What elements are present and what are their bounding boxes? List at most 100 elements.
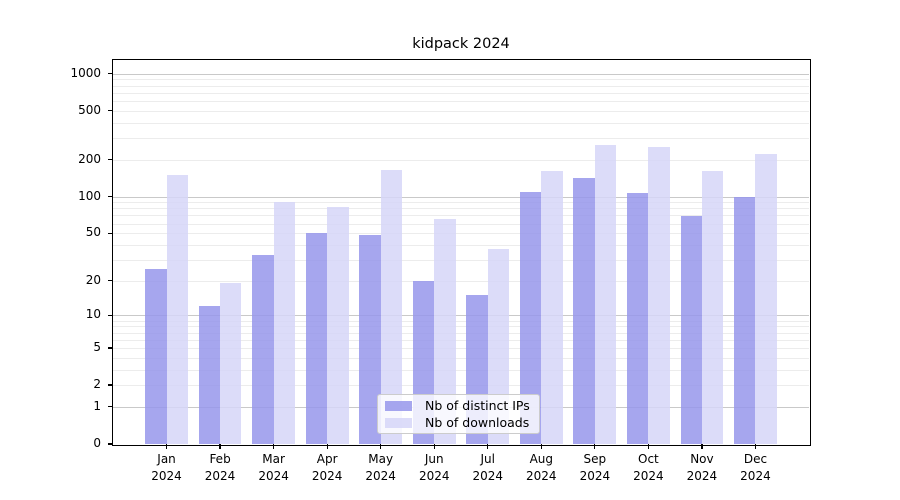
x-tick-label: Mar 2024 [244, 451, 304, 484]
legend-label-distinct-ips: Nb of distinct IPs [425, 398, 530, 413]
x-tick-label-line: 2024 [579, 468, 611, 483]
gridline-minor [113, 320, 809, 322]
x-tick-label-line: Sep [583, 452, 607, 466]
gridline-minor [113, 159, 809, 161]
x-tick-label-line: Apr [316, 452, 338, 466]
bar-nb-of-downloads-mar-2024 [273, 201, 296, 444]
x-tick-label-line: 2024 [686, 468, 718, 483]
gridline-minor [113, 259, 809, 261]
y-tick-label: 1000 [70, 65, 101, 80]
bar-nb-of-downloads-apr-2024 [327, 207, 349, 444]
bar-nb-of-distinct-ips-oct-2024 [626, 192, 649, 444]
bar-nb-of-distinct-ips-mar-2024 [252, 254, 274, 444]
bar-nb-of-distinct-ips-aug-2024 [519, 191, 542, 444]
plot-border [111, 58, 811, 446]
legend-swatch-distinct-ips [385, 400, 412, 411]
x-tick-label: Nov 2024 [672, 451, 732, 484]
legend: Nb of distinct IPs Nb of downloads [377, 394, 540, 434]
gridline-minor [113, 92, 809, 94]
gridline-minor [113, 347, 809, 349]
y-tick-mark [107, 406, 113, 408]
y-tick-label: 5 [93, 339, 101, 354]
bar-nb-of-distinct-ips-dec-2024 [734, 196, 756, 444]
gridline-minor [113, 122, 809, 124]
x-tick-label: Apr 2024 [297, 451, 357, 484]
x-tick-label-line: 2024 [472, 468, 504, 483]
gridline-minor [113, 332, 809, 334]
x-tick-label-line: Jan [157, 452, 176, 466]
gridline-minor [113, 138, 809, 140]
legend-label-downloads: Nb of downloads [425, 415, 530, 430]
y-tick-label: 50 [85, 225, 101, 240]
x-tick-mark [219, 444, 221, 449]
gridline-minor [113, 357, 809, 359]
x-tick-label: Dec 2024 [725, 451, 785, 484]
gridline-minor [113, 326, 809, 328]
y-tick-mark [107, 443, 113, 445]
gridline-minor [113, 233, 809, 235]
x-tick-label-line: Oct [638, 452, 659, 466]
gridline-minor [113, 79, 809, 81]
gridline-minor [113, 202, 809, 204]
x-tick-label: Jan 2024 [137, 451, 197, 484]
bar-nb-of-downloads-dec-2024 [755, 153, 777, 444]
bar-nb-of-downloads-aug-2024 [541, 170, 563, 444]
y-tick-label: 2 [93, 377, 101, 392]
y-tick-label: 200 [78, 151, 101, 166]
x-tick-label-line: 2024 [740, 468, 771, 483]
gridline-minor [113, 244, 809, 246]
x-tick-label: Feb 2024 [190, 451, 250, 484]
x-tick-label: Jun 2024 [404, 451, 464, 484]
legend-swatch-downloads [385, 417, 412, 428]
y-tick-mark [107, 110, 113, 112]
x-tick-label: Oct 2024 [618, 451, 678, 484]
bar-nb-of-distinct-ips-jan-2024 [145, 269, 167, 444]
x-tick-mark [647, 444, 650, 449]
bar-nb-of-downloads-jan-2024 [166, 175, 188, 444]
x-tick-label-line: 2024 [151, 468, 182, 483]
plot-area [113, 60, 809, 444]
gridline-minor [113, 208, 809, 210]
x-tick-label-line: Nov [690, 452, 714, 466]
bar-nb-of-distinct-ips-may-2024 [359, 235, 381, 444]
y-tick-mark [107, 384, 113, 386]
y-tick-mark [107, 280, 113, 282]
x-tick-mark [540, 444, 542, 449]
bar-nb-of-distinct-ips-apr-2024 [305, 233, 328, 444]
x-tick-label-line: Jul [480, 452, 495, 466]
x-tick-label-line: 2024 [418, 468, 450, 483]
x-tick-label-line: 2024 [311, 468, 343, 483]
y-tick-mark [107, 72, 113, 75]
x-tick-label-line: Dec [743, 452, 768, 466]
x-tick-label-line: 2024 [258, 468, 289, 483]
bar-nb-of-downloads-may-2024 [380, 169, 403, 444]
gridline-minor [113, 110, 809, 112]
y-tick-label: 100 [78, 188, 101, 203]
x-tick-label: Aug 2024 [511, 451, 571, 484]
gridline-major [113, 73, 809, 75]
x-tick-label: May 2024 [351, 451, 411, 484]
gridline-major [113, 196, 809, 198]
x-tick-label-line: May [368, 452, 394, 466]
x-tick-mark [272, 444, 275, 449]
legend-item-distinct-ips: Nb of distinct IPs [385, 398, 539, 413]
y-tick-label: 1 [93, 398, 101, 413]
bar-nb-of-distinct-ips-nov-2024 [680, 216, 702, 444]
gridline-minor [113, 223, 809, 225]
x-tick-label-line: 2024 [633, 468, 664, 483]
bar-nb-of-distinct-ips-feb-2024 [198, 306, 221, 444]
x-tick-mark [487, 444, 489, 449]
y-tick-mark [107, 347, 113, 349]
chart-title: kidpack 2024 [412, 36, 510, 52]
x-tick-label: Jul 2024 [458, 451, 518, 484]
x-tick-label-line: Feb [209, 452, 231, 466]
x-tick-label: Sep 2024 [565, 451, 625, 484]
x-tick-label-line: 2024 [204, 468, 236, 483]
x-tick-mark [326, 444, 328, 449]
gridline-minor [113, 85, 809, 87]
bar-nb-of-downloads-feb-2024 [220, 283, 242, 444]
gridline-minor [113, 369, 809, 371]
gridline-minor [113, 215, 809, 217]
y-tick-mark [107, 159, 113, 161]
